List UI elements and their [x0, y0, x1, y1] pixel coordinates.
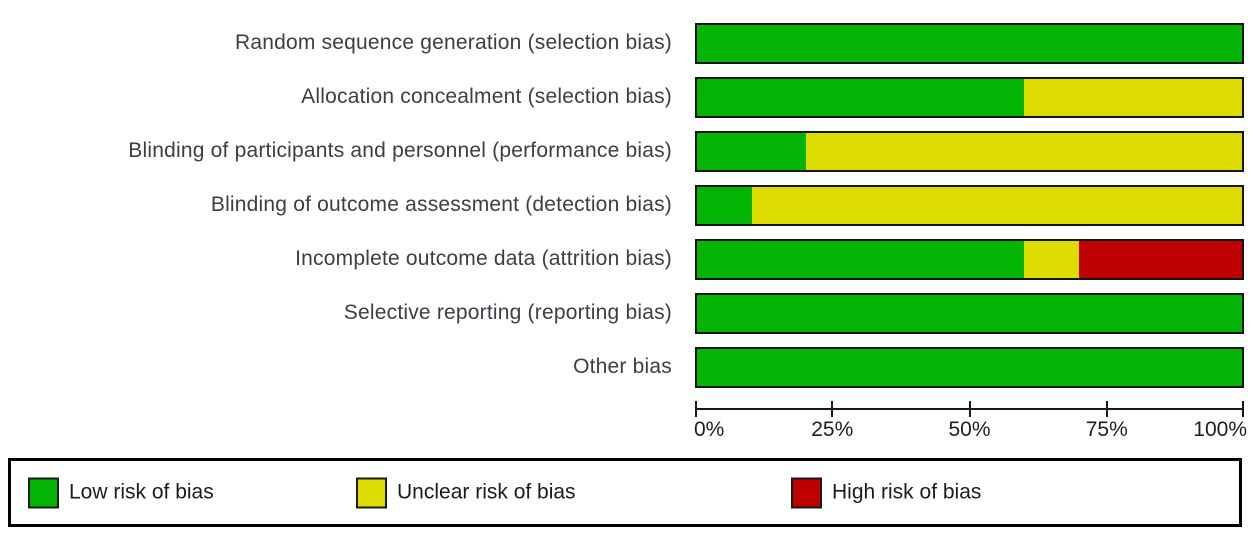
bar-row: Blinding of outcome assessment (detectio… — [0, 178, 1252, 232]
bar-row: Other bias — [0, 340, 1252, 394]
category-label: Blinding of outcome assessment (detectio… — [210, 193, 672, 216]
stacked-bar — [695, 346, 1244, 388]
x-axis-tick — [968, 401, 971, 417]
bar-row: Random sequence generation (selection bi… — [0, 16, 1252, 70]
category-label: Allocation concealment (selection bias) — [301, 85, 672, 108]
x-axis-tick-label: 50% — [948, 418, 991, 441]
category-label: Other bias — [573, 355, 672, 378]
low-risk-segment — [697, 294, 1242, 332]
x-axis-tick — [1242, 401, 1244, 417]
x-axis-tick — [1105, 401, 1108, 417]
bar-row: Blinding of participants and personnel (… — [0, 124, 1252, 178]
low-risk-segment — [697, 78, 1024, 116]
category-label: Blinding of participants and personnel (… — [128, 139, 672, 162]
legend-label: Low risk of bias — [69, 480, 214, 504]
legend-item-low-risk: Low risk of bias — [28, 477, 214, 508]
x-axis-tick — [695, 401, 697, 417]
bar-row: Selective reporting (reporting bias) — [0, 286, 1252, 340]
stacked-bar — [695, 130, 1244, 172]
unclear-risk-segment — [751, 186, 1242, 224]
x-axis-tick-label: 0% — [694, 418, 725, 441]
stacked-bar — [695, 76, 1244, 118]
x-axis-tick — [831, 401, 834, 417]
legend-item-high-risk: High risk of bias — [791, 477, 981, 508]
high-risk-segment — [1078, 240, 1242, 278]
unclear-risk-segment — [1024, 78, 1242, 116]
x-axis: 0% 25% 50% 75% 100% — [694, 400, 1247, 446]
high-risk-swatch — [791, 477, 822, 508]
low-risk-segment — [697, 348, 1242, 386]
stacked-bar — [695, 238, 1244, 280]
low-risk-swatch — [28, 477, 59, 508]
legend-label: High risk of bias — [832, 480, 982, 504]
bar-row: Incomplete outcome data (attrition bias) — [0, 232, 1252, 286]
low-risk-segment — [697, 186, 752, 224]
category-label: Incomplete outcome data (attrition bias) — [295, 247, 672, 270]
category-label: Selective reporting (reporting bias) — [343, 301, 672, 324]
unclear-risk-swatch — [356, 477, 387, 508]
bar-chart-area: Random sequence generation (selection bi… — [0, 16, 1252, 394]
bar-row: Allocation concealment (selection bias) — [0, 70, 1252, 124]
stacked-bar — [695, 184, 1244, 226]
x-axis-tick-label: 75% — [1085, 418, 1128, 441]
low-risk-segment — [697, 240, 1024, 278]
unclear-risk-segment — [806, 132, 1242, 170]
legend-label: Unclear risk of bias — [397, 480, 576, 504]
legend-box: Low risk of bias Unclear risk of bias Hi… — [8, 458, 1242, 527]
legend-item-unclear-risk: Unclear risk of bias — [356, 477, 576, 508]
unclear-risk-segment — [1024, 240, 1079, 278]
category-label: Random sequence generation (selection bi… — [234, 31, 672, 54]
x-axis-tick-label: 25% — [811, 418, 854, 441]
x-axis-tick-label: 100% — [1193, 418, 1247, 441]
low-risk-segment — [697, 24, 1242, 62]
low-risk-segment — [697, 132, 806, 170]
stacked-bar — [695, 22, 1244, 64]
stacked-bar — [695, 292, 1244, 334]
